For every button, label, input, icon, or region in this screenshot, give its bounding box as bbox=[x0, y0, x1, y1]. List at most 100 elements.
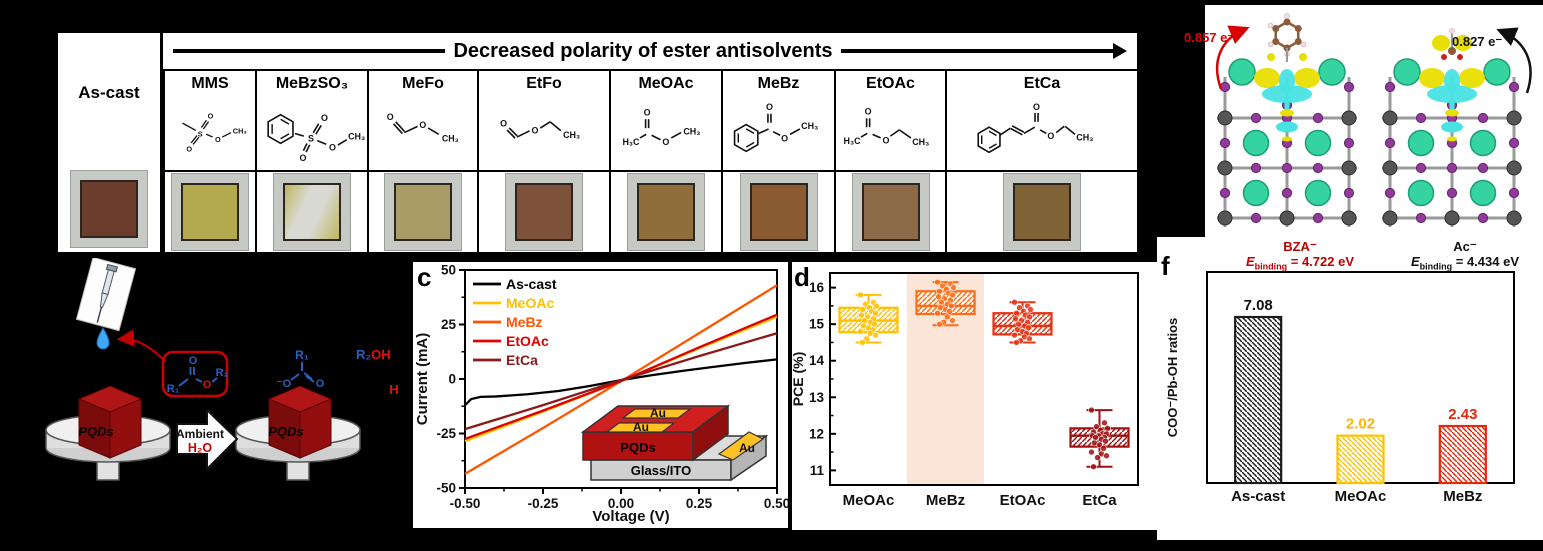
svg-text:O: O bbox=[208, 112, 214, 121]
ratio-bar-As-cast bbox=[1234, 315, 1283, 485]
svg-text:O: O bbox=[419, 120, 426, 130]
bza-binding-label: BZA⁻ Ebinding = 4.722 eV bbox=[1220, 239, 1380, 275]
svg-text:-50: -50 bbox=[436, 481, 456, 496]
pce-box-MeOAc bbox=[838, 291, 899, 346]
svg-text:O: O bbox=[882, 135, 889, 145]
film-square-MeBzSO₃ bbox=[283, 183, 341, 241]
svg-text:-25: -25 bbox=[436, 426, 456, 441]
svg-text:O: O bbox=[662, 137, 669, 147]
ratio-bar-MeBz bbox=[1438, 424, 1487, 485]
svg-text:12: 12 bbox=[809, 426, 824, 441]
ratio-cat-MeBz: MeBz bbox=[1443, 488, 1482, 505]
film-photo-MeBz bbox=[721, 170, 834, 252]
ratio-cat-As-cast: As-cast bbox=[1231, 488, 1285, 505]
charge-arrow-right bbox=[1496, 27, 1532, 94]
iv-line-EtCa bbox=[464, 332, 778, 431]
pqds-cube-label: PQDs bbox=[78, 424, 113, 439]
svg-text:0.25: 0.25 bbox=[686, 496, 713, 511]
antisolvent-column-EtOAc: EtOAc H₃C O O CH₃ bbox=[834, 71, 945, 170]
panel-d-pce: d 11 12 13 14 15 16 MeOAc MeBz EtOAc EtCa PCE (%) bbox=[792, 262, 1158, 530]
svg-text:O: O bbox=[531, 125, 538, 135]
svg-text:CH₃: CH₃ bbox=[801, 121, 818, 131]
svg-text:⁻O: ⁻O bbox=[277, 378, 292, 390]
antisolvent-name-MeBz: MeBz bbox=[757, 75, 800, 92]
svg-text:CH₃: CH₃ bbox=[912, 137, 929, 147]
pce-cat-EtOAc: EtOAc bbox=[1000, 492, 1046, 509]
pce-cat-MeBz: MeBz bbox=[926, 492, 965, 509]
film-square-EtCa bbox=[1013, 183, 1071, 241]
svg-text:11: 11 bbox=[810, 463, 825, 478]
ratio-y-label: COO⁻/Pb-OH ratios bbox=[1165, 318, 1180, 438]
film-photo-EtOAc bbox=[834, 170, 945, 252]
as-cast-film-square bbox=[80, 180, 138, 238]
ester-box bbox=[161, 350, 229, 398]
antisolvent-name-MMS: MMS bbox=[191, 75, 229, 92]
arrow-line-left bbox=[173, 49, 446, 53]
film-square-MMS bbox=[181, 183, 239, 241]
antisolvent-column-MMS: MMS S O O O CH₃ bbox=[163, 71, 255, 170]
svg-text:14: 14 bbox=[809, 353, 825, 368]
svg-text:0.50: 0.50 bbox=[764, 496, 788, 511]
svg-text:CH₃: CH₃ bbox=[563, 130, 580, 140]
svg-text:O: O bbox=[215, 135, 221, 144]
svg-text:16: 16 bbox=[809, 280, 825, 295]
antisolvent-name-MeBzSO₃: MeBzSO₃ bbox=[275, 75, 349, 92]
e-subscript: binding bbox=[1254, 261, 1288, 272]
process-arrow bbox=[176, 407, 239, 472]
svg-text:H₃C: H₃C bbox=[844, 136, 862, 146]
polarity-arrow-header: Decreased polarity of ester antisolvents bbox=[163, 33, 1137, 71]
antisolvent-column-EtCa: EtCa O O CH₃ bbox=[945, 71, 1137, 170]
ratio-bar-chart: 7.08 As-cast 2.02 MeOAc 2.43 MeBz COO⁻/Pb-OH r… bbox=[1165, 271, 1515, 505]
svg-text:O: O bbox=[321, 113, 328, 123]
legend-MeOAc: MeOAc bbox=[506, 295, 554, 311]
antisolvent-name-EtOAc: EtOAc bbox=[866, 75, 915, 92]
svg-text:Ambient: Ambient bbox=[176, 427, 224, 441]
ester-arrow bbox=[116, 329, 166, 362]
film-photo-MeBzSO₃ bbox=[255, 170, 367, 252]
ratio-value-MeBz: 2.43 bbox=[1448, 406, 1477, 423]
polarity-title: Decreased polarity of ester antisolvents bbox=[453, 39, 833, 62]
film-square-MeOAc bbox=[637, 183, 695, 241]
legend-As-cast: As-cast bbox=[506, 276, 557, 292]
svg-text:O: O bbox=[329, 142, 336, 152]
y-axis-label: Current (mA) bbox=[414, 333, 431, 426]
svg-text:Au: Au bbox=[633, 420, 649, 434]
panel-letter-f: f bbox=[1161, 251, 1170, 281]
droplet-icon bbox=[96, 326, 110, 350]
structure-EtCa: O O CH₃ bbox=[977, 102, 1093, 154]
svg-text:O: O bbox=[387, 112, 394, 122]
electron-transfer-right: 0.827 e⁻ bbox=[1452, 34, 1503, 49]
arrow-line-right bbox=[840, 49, 1114, 53]
pce-box-EtOAc bbox=[992, 298, 1053, 346]
dft-charge-panel bbox=[1205, 5, 1543, 237]
svg-text:Glass/ITO: Glass/ITO bbox=[631, 463, 691, 478]
svg-text:0.00: 0.00 bbox=[608, 496, 634, 511]
svg-text:CH₃: CH₃ bbox=[683, 126, 700, 136]
antisolvent-column-EtFo: EtFo O O CH₃ bbox=[477, 71, 609, 170]
svg-text:25: 25 bbox=[441, 317, 457, 332]
svg-text:H₂O: H₂O bbox=[188, 441, 213, 455]
structure-MeBz: O O CH₃ bbox=[733, 102, 818, 153]
svg-text:13: 13 bbox=[809, 390, 825, 405]
film-square-MeFo bbox=[394, 183, 452, 241]
film-photo-as-cast bbox=[70, 170, 148, 248]
svg-text:O: O bbox=[766, 102, 773, 112]
antisolvent-column-MeBz: MeBz O O CH₃ bbox=[721, 71, 834, 170]
arrow-head-icon bbox=[1113, 43, 1128, 59]
film-photo-EtFo bbox=[477, 170, 609, 252]
ratio-bar-MeOAc bbox=[1336, 434, 1385, 485]
ratio-value-MeOAc: 2.02 bbox=[1346, 416, 1375, 433]
panel-letter-c: c bbox=[417, 262, 432, 292]
svg-text:R₂: R₂ bbox=[216, 367, 229, 379]
h-label: H bbox=[389, 382, 398, 397]
ac-molecule: Ac⁻ bbox=[1453, 239, 1477, 254]
antisolvent-name-MeFo: MeFo bbox=[402, 75, 444, 92]
svg-text:CH₃: CH₃ bbox=[348, 132, 365, 142]
panel-letter-d: d bbox=[794, 262, 810, 292]
x-axis-label: Voltage (V) bbox=[592, 508, 669, 525]
pce-box-MeBz bbox=[915, 278, 976, 328]
e-subscript: binding bbox=[1419, 261, 1453, 272]
svg-text:R₁: R₁ bbox=[167, 383, 180, 395]
